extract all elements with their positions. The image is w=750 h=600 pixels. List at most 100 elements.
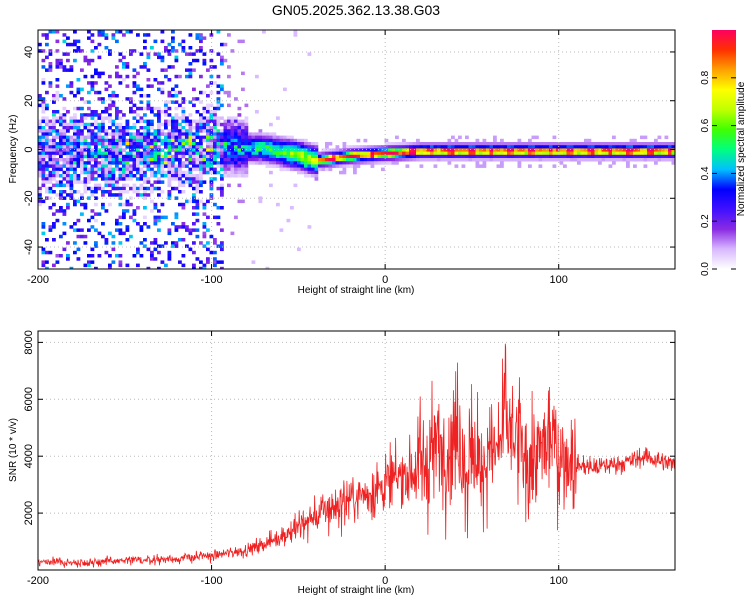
spectrogram-cell — [76, 158, 81, 162]
spectrogram-cell — [118, 74, 123, 79]
spectrogram-cell — [220, 151, 224, 156]
spectrogram-cell — [370, 154, 375, 159]
spectrogram-cell — [234, 119, 238, 124]
spectrogram-cell — [433, 142, 438, 146]
spectrogram-cell — [62, 97, 67, 101]
spectrogram-cell — [41, 78, 46, 82]
spectrogram-cell — [517, 154, 522, 159]
spectrogram-cell — [195, 234, 200, 239]
spectrogram-cell — [94, 113, 98, 117]
spectrogram-cell — [346, 164, 350, 168]
spectrogram-cell — [101, 151, 105, 156]
spectrogram-cell — [650, 145, 655, 149]
spectrogram-cell — [647, 154, 651, 159]
spectrogram-cell — [377, 148, 382, 152]
spectrogram-cell — [157, 161, 161, 165]
spectrogram-cell — [444, 142, 448, 146]
snr-frame — [37, 330, 676, 571]
spectrogram-cell — [202, 234, 207, 239]
spectrogram-cell — [139, 183, 144, 188]
spectrogram-cell — [279, 138, 284, 143]
spectrogram-cell — [370, 161, 375, 165]
spectrogram-cell — [195, 206, 200, 210]
spectrogram-cell — [90, 87, 95, 92]
spectrogram-cell — [181, 254, 186, 258]
spectrogram-cell — [570, 151, 574, 156]
spectrogram-cell — [531, 142, 536, 146]
spectrogram-cell — [230, 148, 235, 152]
spectrogram-cell — [293, 183, 298, 188]
spectrogram-cell — [510, 145, 515, 149]
spectrogram-cell — [223, 135, 228, 140]
spectrogram-cell — [146, 55, 151, 60]
spectrogram-cell — [45, 250, 49, 255]
spectrogram-cell — [332, 164, 336, 168]
spectrogram-cell — [55, 193, 60, 197]
spectrogram-cell — [174, 145, 179, 149]
spectrogram-cell — [125, 30, 130, 34]
spectrogram-cell — [542, 148, 546, 152]
spectrogram-cell — [300, 170, 305, 175]
spectrogram-cell — [108, 84, 112, 88]
spectrogram-cell — [388, 161, 392, 165]
spectrogram-cell — [178, 225, 182, 229]
spectrogram-cell — [608, 164, 613, 168]
spectrogram-cell — [129, 154, 133, 159]
spectrogram-cell — [87, 90, 91, 95]
spectrogram-cell — [174, 113, 179, 117]
spectrogram-cell — [671, 161, 675, 165]
spectrogram-cell — [395, 135, 399, 140]
spectrogram-cell — [594, 142, 599, 146]
spectrogram-cell — [199, 151, 203, 156]
spectrogram-cell — [108, 231, 112, 236]
spectrogram-cell — [41, 135, 46, 140]
spectrogram-cell — [332, 158, 336, 162]
spectrogram-cell — [143, 119, 147, 124]
spectrogram-cell — [136, 129, 140, 133]
spectrogram-cell — [486, 142, 490, 146]
spectrogram-cell — [69, 90, 74, 95]
spectrogram-cell — [73, 241, 77, 245]
spectrogram-cell — [108, 132, 112, 136]
spectrogram-cell — [339, 170, 343, 175]
spectrogram-cell — [90, 129, 95, 133]
spectrogram-cell — [73, 202, 77, 207]
spectrogram-cell — [591, 148, 595, 152]
spectrogram-cell — [108, 161, 112, 165]
spectrogram-cell — [647, 151, 651, 156]
spectrogram-cell — [80, 135, 84, 140]
spectrogram-cell — [181, 46, 186, 50]
spectrogram-cell — [167, 113, 172, 117]
spectrogram-cell — [500, 145, 504, 149]
spectrogram-cell — [143, 113, 147, 117]
spectrogram-cell — [150, 148, 154, 152]
colorbar-tick-label: 0.4 — [700, 166, 711, 180]
spectrogram-cell — [167, 183, 172, 188]
spectrogram-cell — [545, 158, 550, 162]
spectrogram-cell — [297, 167, 301, 172]
spectrogram-cell — [391, 148, 396, 152]
spectrogram-cell — [83, 154, 88, 159]
spectrogram-cell — [223, 122, 228, 127]
spectrogram-cell — [370, 151, 375, 156]
spectrogram-cell — [195, 142, 200, 146]
spectrogram-cell — [293, 30, 298, 34]
spectrogram-cell — [227, 116, 231, 120]
spectrogram-cell — [388, 142, 392, 146]
spectrogram-cell — [167, 100, 172, 104]
spectrogram-cell — [612, 161, 616, 165]
spectrogram-cell — [104, 148, 109, 152]
snr-y-tick-label: 2000 — [23, 501, 35, 525]
spectrogram-cell — [230, 129, 235, 133]
spectrogram-cell — [283, 148, 287, 152]
spectrogram-cell — [601, 151, 606, 156]
spectrogram-cell — [136, 250, 140, 255]
spectrogram-cell — [115, 30, 119, 34]
spectrogram-cell — [115, 122, 119, 127]
spectrogram-cell — [384, 142, 389, 146]
spectrogram-cell — [171, 126, 175, 130]
spectrogram-cell — [157, 129, 161, 133]
spectrogram-cell — [76, 135, 81, 140]
spectrogram-cell — [244, 119, 249, 124]
spectrogram-cell — [160, 202, 165, 207]
